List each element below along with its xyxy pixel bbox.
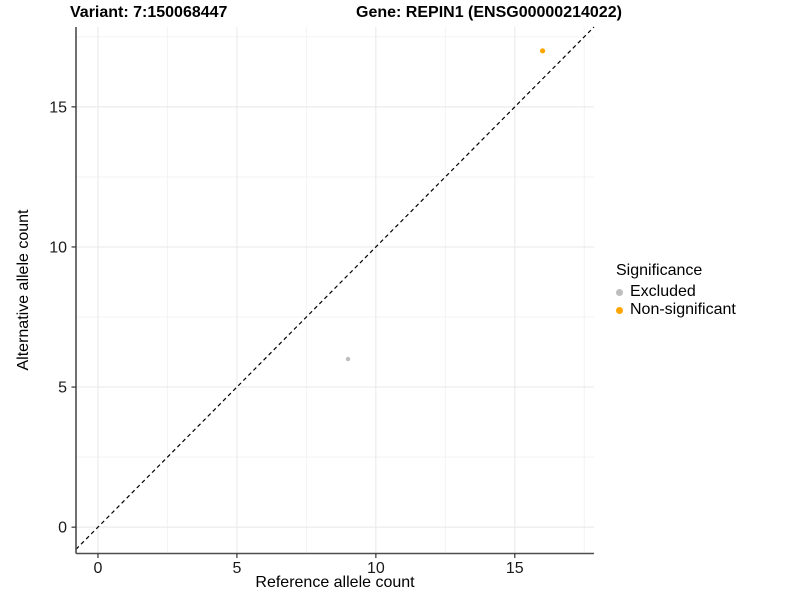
x-tick-label: 10	[367, 560, 385, 577]
legend-item: Non-significant	[616, 301, 736, 319]
plot-title-gene: Gene: REPIN1 (ENSG00000214022)	[356, 4, 622, 21]
data-point	[345, 356, 351, 362]
legend-item-label: Non-significant	[630, 301, 736, 318]
y-tick-label: 10	[49, 239, 67, 256]
y-tick-label: 5	[58, 380, 67, 397]
plot-title-variant: Variant: 7:150068447	[70, 4, 228, 21]
legend-title: Significance	[616, 262, 703, 279]
y-tick-label: 15	[49, 99, 67, 116]
legend-items: Excluded Non-significant	[616, 283, 736, 319]
legend-marker-icon	[616, 288, 623, 296]
x-tick-label: 0	[94, 560, 103, 577]
legend-item-label: Excluded	[630, 283, 696, 300]
y-tick-label: 0	[58, 520, 67, 537]
x-tick-label: 15	[506, 560, 524, 577]
x-tick-label: 5	[232, 560, 241, 577]
legend: Significance Excluded Non-significant	[616, 262, 736, 319]
data-point	[539, 48, 546, 54]
identity-line	[75, 26, 595, 550]
y-axis-label: Alternative allele count	[15, 209, 32, 371]
legend-marker-icon	[616, 306, 623, 314]
legend-item: Excluded	[616, 283, 736, 301]
x-axis-label: Reference allele count	[255, 574, 415, 591]
